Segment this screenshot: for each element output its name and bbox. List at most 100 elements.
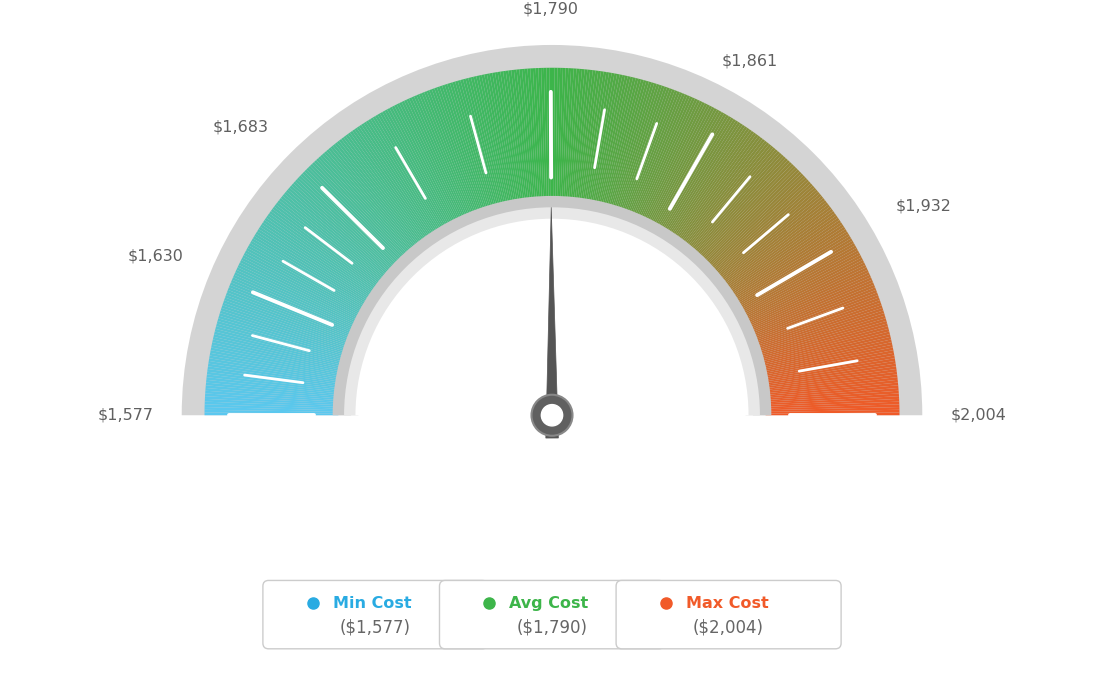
Wedge shape: [755, 308, 883, 351]
Wedge shape: [339, 139, 423, 246]
Wedge shape: [245, 250, 364, 315]
Wedge shape: [559, 68, 565, 201]
Wedge shape: [764, 377, 898, 393]
Wedge shape: [519, 69, 533, 203]
Wedge shape: [698, 162, 792, 261]
Wedge shape: [359, 125, 435, 237]
Wedge shape: [729, 220, 841, 297]
Wedge shape: [679, 136, 761, 244]
Wedge shape: [476, 75, 507, 207]
Wedge shape: [765, 407, 900, 412]
Wedge shape: [225, 295, 351, 343]
Wedge shape: [439, 86, 485, 213]
Wedge shape: [210, 353, 342, 379]
Wedge shape: [224, 297, 351, 344]
Wedge shape: [343, 136, 425, 244]
Wedge shape: [691, 151, 779, 254]
Wedge shape: [205, 385, 339, 399]
Wedge shape: [248, 243, 367, 311]
Wedge shape: [219, 313, 348, 354]
Wedge shape: [511, 70, 529, 203]
Wedge shape: [500, 71, 522, 204]
Wedge shape: [375, 115, 445, 231]
Wedge shape: [208, 369, 340, 388]
Wedge shape: [211, 345, 343, 373]
Wedge shape: [705, 173, 804, 268]
Wedge shape: [204, 407, 339, 412]
Wedge shape: [205, 388, 339, 400]
Wedge shape: [215, 329, 346, 364]
Wedge shape: [237, 265, 360, 324]
Wedge shape: [765, 382, 899, 397]
Wedge shape: [453, 81, 492, 210]
Wedge shape: [308, 166, 403, 263]
Wedge shape: [213, 334, 344, 367]
FancyBboxPatch shape: [616, 580, 841, 649]
Wedge shape: [243, 255, 362, 318]
Wedge shape: [613, 82, 655, 211]
Wedge shape: [325, 151, 413, 254]
Text: ($1,790): ($1,790): [517, 618, 587, 636]
Wedge shape: [258, 227, 372, 301]
Wedge shape: [763, 358, 895, 382]
Wedge shape: [655, 110, 722, 229]
Wedge shape: [733, 231, 848, 304]
Wedge shape: [647, 104, 710, 225]
Wedge shape: [257, 229, 372, 302]
Wedge shape: [726, 215, 838, 294]
Wedge shape: [630, 92, 682, 217]
Wedge shape: [723, 206, 831, 288]
Wedge shape: [363, 122, 437, 236]
Wedge shape: [350, 131, 429, 241]
Wedge shape: [571, 69, 585, 203]
Wedge shape: [718, 196, 824, 282]
Wedge shape: [762, 348, 893, 375]
Wedge shape: [652, 108, 716, 227]
Wedge shape: [416, 95, 470, 219]
Wedge shape: [535, 68, 543, 202]
Wedge shape: [442, 85, 486, 213]
Wedge shape: [503, 71, 523, 204]
Wedge shape: [204, 413, 339, 415]
Wedge shape: [728, 217, 839, 295]
Wedge shape: [221, 308, 349, 351]
Wedge shape: [598, 76, 630, 207]
Wedge shape: [671, 126, 747, 239]
Wedge shape: [214, 331, 344, 366]
Wedge shape: [286, 190, 390, 278]
Wedge shape: [761, 345, 893, 373]
Wedge shape: [489, 73, 516, 205]
FancyBboxPatch shape: [263, 580, 488, 649]
Text: ($2,004): ($2,004): [693, 618, 764, 636]
Wedge shape: [752, 293, 878, 342]
Wedge shape: [346, 134, 426, 244]
Wedge shape: [601, 77, 633, 208]
Wedge shape: [765, 410, 900, 413]
Wedge shape: [222, 305, 349, 349]
Wedge shape: [263, 220, 375, 297]
Wedge shape: [471, 77, 503, 208]
Wedge shape: [373, 116, 443, 233]
Wedge shape: [742, 257, 863, 319]
Circle shape: [541, 404, 563, 426]
Wedge shape: [517, 69, 532, 203]
Wedge shape: [506, 70, 526, 204]
Wedge shape: [402, 101, 461, 223]
Wedge shape: [354, 128, 432, 239]
Wedge shape: [204, 410, 339, 413]
Wedge shape: [361, 124, 436, 237]
Wedge shape: [513, 70, 530, 203]
Wedge shape: [765, 402, 900, 408]
Wedge shape: [712, 186, 815, 275]
Wedge shape: [210, 355, 341, 380]
Wedge shape: [414, 95, 469, 219]
Wedge shape: [575, 70, 593, 203]
Wedge shape: [479, 75, 509, 206]
Wedge shape: [204, 404, 339, 411]
Wedge shape: [749, 277, 872, 332]
Wedge shape: [495, 72, 519, 204]
Wedge shape: [332, 144, 418, 250]
Wedge shape: [746, 273, 870, 329]
Wedge shape: [661, 116, 731, 233]
Wedge shape: [256, 231, 371, 304]
